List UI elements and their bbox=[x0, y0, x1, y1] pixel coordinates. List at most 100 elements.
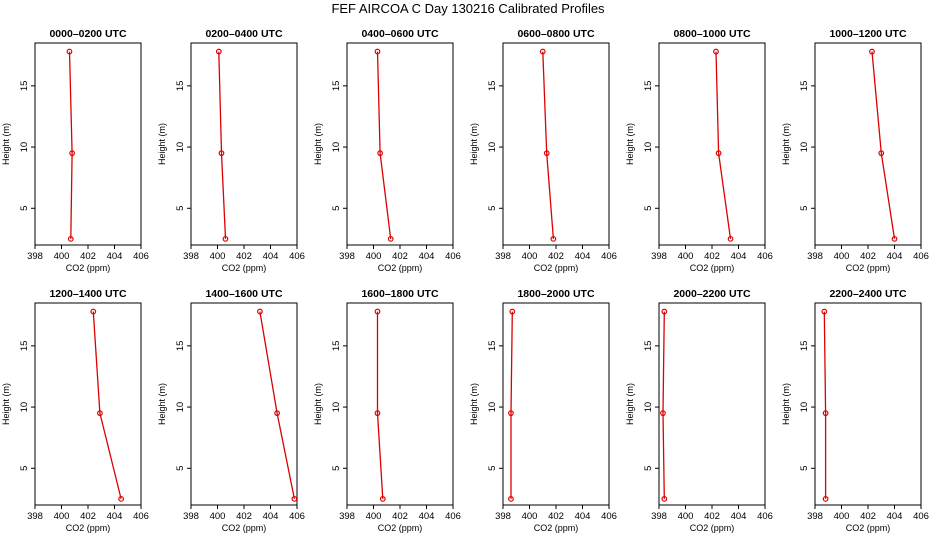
x-axis-label: CO2 (ppm) bbox=[66, 523, 111, 533]
x-axis-label: CO2 (ppm) bbox=[222, 523, 267, 533]
data-point bbox=[539, 48, 546, 55]
y-tick-label: 15 bbox=[487, 81, 498, 92]
x-tick-label: 402 bbox=[392, 511, 408, 522]
x-tick-label: 402 bbox=[860, 511, 876, 522]
x-tick-label: 402 bbox=[860, 251, 876, 262]
x-axis-label: CO2 (ppm) bbox=[534, 523, 579, 533]
y-axis-label: Height (m) bbox=[1, 383, 11, 425]
data-point bbox=[97, 410, 103, 417]
x-tick-label: 398 bbox=[339, 251, 355, 262]
data-point bbox=[660, 410, 666, 417]
data-point bbox=[215, 48, 222, 55]
y-tick-label: 15 bbox=[487, 341, 498, 352]
profile-line bbox=[68, 51, 73, 239]
y-axis-label: Height (m) bbox=[469, 383, 479, 425]
data-point bbox=[379, 495, 386, 502]
x-tick-label: 406 bbox=[601, 251, 617, 262]
data-point bbox=[274, 410, 281, 417]
x-axis-label: CO2 (ppm) bbox=[66, 263, 111, 273]
profile-line bbox=[376, 311, 384, 499]
data-point bbox=[257, 308, 263, 315]
y-tick-label: 5 bbox=[487, 466, 498, 471]
chart-panel: 0800–1000 UTC 398 400 402 404 406 5 10 15 CO2 (pp… bbox=[625, 28, 773, 273]
x-tick-label: 404 bbox=[107, 511, 123, 522]
data-point bbox=[715, 150, 722, 157]
chart-panel: 1800–2000 UTC 398 400 402 404 406 5 10 15 CO2 (pp… bbox=[469, 288, 617, 533]
x-axis-label: CO2 (ppm) bbox=[378, 263, 423, 273]
x-tick-label: 400 bbox=[366, 511, 382, 522]
data-point bbox=[118, 495, 125, 502]
x-axis-label: CO2 (ppm) bbox=[690, 263, 735, 273]
x-tick-label: 406 bbox=[445, 511, 461, 522]
y-tick-label: 15 bbox=[331, 341, 342, 352]
y-tick-label: 15 bbox=[19, 341, 30, 352]
plot-frame bbox=[34, 42, 142, 246]
x-tick-label: 402 bbox=[704, 251, 720, 262]
y-tick-label: 15 bbox=[643, 81, 654, 92]
data-point bbox=[377, 150, 384, 157]
y-tick-label: 15 bbox=[643, 341, 654, 352]
y-axis-label: Height (m) bbox=[781, 383, 791, 425]
y-tick-label: 15 bbox=[175, 341, 186, 352]
data-point bbox=[508, 410, 514, 417]
y-axis-label: Height (m) bbox=[625, 123, 635, 165]
y-axis-label: Height (m) bbox=[157, 123, 167, 165]
y-axis-label: Height (m) bbox=[313, 383, 323, 425]
x-axis-label: CO2 (ppm) bbox=[222, 263, 267, 273]
y-tick-label: 5 bbox=[331, 206, 342, 211]
profile-line bbox=[871, 51, 896, 239]
data-point bbox=[291, 495, 298, 502]
chart-panel: 0600–0800 UTC 398 400 402 404 406 5 10 15 CO2 (pp… bbox=[469, 28, 617, 273]
x-tick-label: 406 bbox=[289, 251, 305, 262]
y-tick-label: 15 bbox=[175, 81, 186, 92]
y-tick-label: 5 bbox=[331, 466, 342, 471]
data-point bbox=[727, 235, 734, 242]
y-tick-label: 10 bbox=[19, 402, 30, 413]
x-tick-label: 404 bbox=[575, 511, 591, 522]
data-point bbox=[821, 308, 828, 315]
x-tick-label: 400 bbox=[834, 251, 850, 262]
y-tick-label: 10 bbox=[331, 402, 342, 413]
data-point bbox=[878, 150, 885, 157]
y-tick-label: 15 bbox=[799, 81, 810, 92]
x-tick-label: 406 bbox=[757, 251, 773, 262]
panel-title: 1200–1400 UTC bbox=[49, 288, 126, 300]
profile-line bbox=[376, 51, 392, 239]
x-tick-label: 404 bbox=[887, 511, 903, 522]
x-tick-label: 398 bbox=[27, 511, 43, 522]
panel-title: 0000–0200 UTC bbox=[49, 28, 126, 40]
y-tick-label: 5 bbox=[799, 206, 810, 211]
data-point bbox=[661, 308, 668, 315]
x-tick-label: 398 bbox=[495, 251, 511, 262]
x-tick-label: 398 bbox=[651, 251, 667, 262]
x-tick-label: 402 bbox=[704, 511, 720, 522]
x-axis-label: CO2 (ppm) bbox=[846, 523, 891, 533]
data-point bbox=[387, 235, 394, 242]
chart-panel: 0400–0600 UTC 398 400 402 404 406 5 10 15 CO2 (pp… bbox=[313, 28, 461, 273]
x-tick-label: 406 bbox=[289, 511, 305, 522]
chart-panel: 2000–2200 UTC 398 400 402 404 406 5 10 15 CO2 (pp… bbox=[625, 288, 773, 533]
panel-title: 0400–0600 UTC bbox=[361, 28, 438, 40]
x-tick-label: 404 bbox=[263, 511, 279, 522]
x-tick-label: 402 bbox=[236, 511, 252, 522]
y-tick-label: 5 bbox=[19, 206, 30, 211]
x-tick-label: 404 bbox=[419, 251, 435, 262]
x-tick-label: 400 bbox=[54, 511, 70, 522]
y-axis-label: Height (m) bbox=[469, 123, 479, 165]
y-tick-label: 10 bbox=[643, 402, 654, 413]
plot-frame bbox=[346, 302, 454, 506]
data-point bbox=[90, 308, 97, 315]
data-point bbox=[661, 495, 668, 502]
x-tick-label: 406 bbox=[133, 251, 149, 262]
profile-line bbox=[259, 311, 296, 500]
data-point bbox=[713, 48, 719, 55]
x-tick-label: 404 bbox=[731, 251, 747, 262]
x-axis-label: CO2 (ppm) bbox=[378, 523, 423, 533]
data-point bbox=[509, 308, 516, 315]
profile-line bbox=[510, 311, 513, 499]
chart-panel: 1600–1800 UTC 398 400 402 404 406 5 10 15 CO2 (pp… bbox=[313, 288, 461, 533]
y-axis-label: Height (m) bbox=[1, 123, 11, 165]
x-tick-label: 400 bbox=[522, 251, 538, 262]
x-tick-label: 398 bbox=[651, 511, 667, 522]
